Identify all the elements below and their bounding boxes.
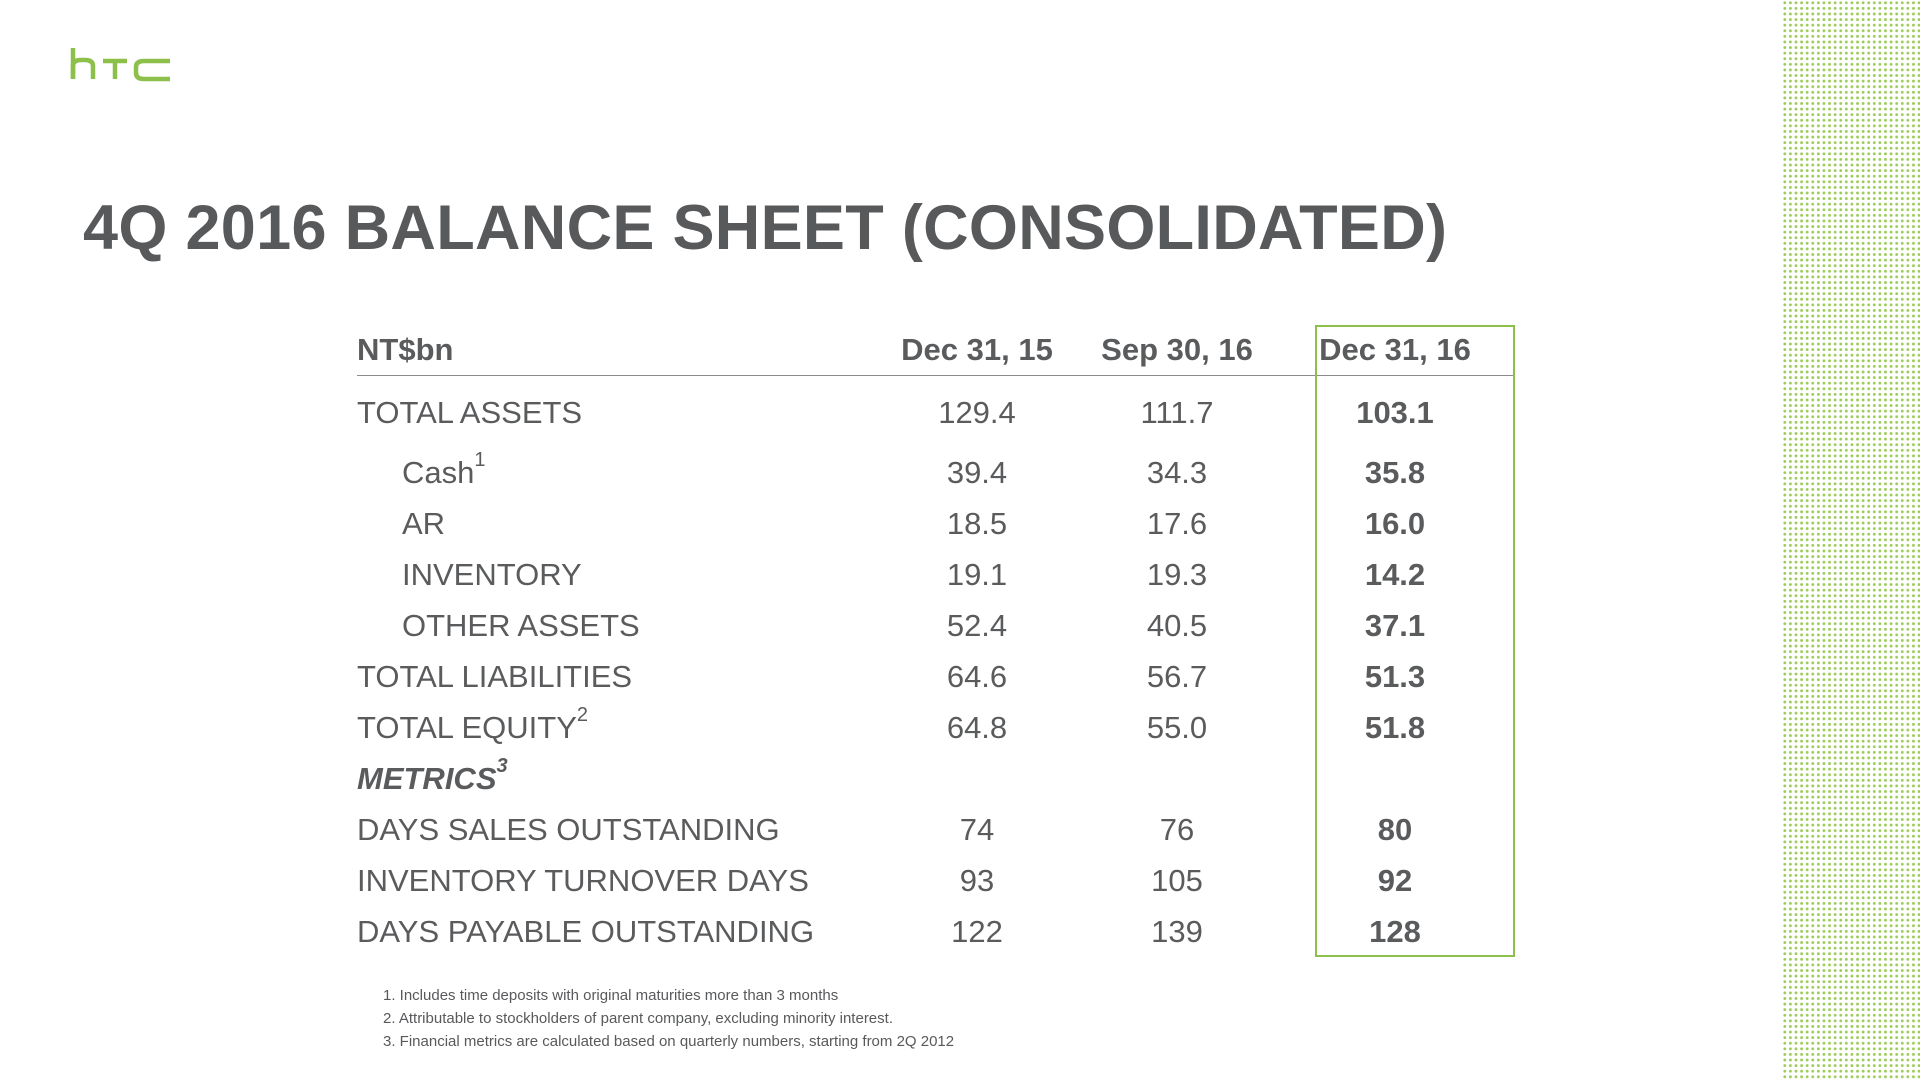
cell-value: 76 bbox=[1159, 812, 1195, 847]
table-row: Cash1 39.4 34.3 35.8 bbox=[357, 447, 1515, 498]
column-header-dec-31-16: Dec 31, 16 bbox=[1319, 332, 1471, 367]
cell-value: 105 bbox=[1151, 863, 1203, 898]
table-row: TOTAL EQUITY2 64.8 55.0 51.8 bbox=[357, 702, 1515, 753]
row-label: DAYS SALES OUTSTANDING bbox=[357, 812, 780, 847]
row-label: DAYS PAYABLE OUTSTANDING bbox=[357, 914, 815, 949]
column-header-dec-31-15: Dec 31, 15 bbox=[901, 332, 1053, 367]
cell-value: 139 bbox=[1151, 914, 1203, 949]
row-label: Cash1 bbox=[402, 448, 486, 490]
cell-value: 93 bbox=[959, 863, 995, 898]
cell-value-highlight: 92 bbox=[1377, 863, 1413, 898]
cell-value: 74 bbox=[959, 812, 995, 847]
cell-value-highlight: 16.0 bbox=[1364, 506, 1426, 541]
footnotes: 1. Includes time deposits with original … bbox=[383, 984, 954, 1053]
footnote-ref: 1 bbox=[474, 448, 486, 471]
table-row: INVENTORY TURNOVER DAYS 93 105 92 bbox=[357, 855, 1515, 906]
table-row-section: METRICS3 bbox=[357, 753, 1515, 804]
footnote: 3. Financial metrics are calculated base… bbox=[383, 1033, 955, 1050]
metrics-section-label: METRICS3 bbox=[357, 754, 508, 796]
balance-sheet-table: NT$bn Dec 31, 15 Sep 30, 16 Dec 31, 16 T… bbox=[357, 325, 1515, 957]
cell-value: 39.4 bbox=[946, 455, 1008, 490]
row-label: AR bbox=[402, 506, 446, 541]
cell-value: 111.7 bbox=[1140, 395, 1214, 430]
column-header-sep-30-16: Sep 30, 16 bbox=[1101, 332, 1253, 367]
cell-value: 19.3 bbox=[1146, 557, 1208, 592]
cell-value: 18.5 bbox=[946, 506, 1008, 541]
table-row: DAYS PAYABLE OUTSTANDING 122 139 128 bbox=[357, 906, 1515, 957]
footnote: 2. Attributable to stockholders of paren… bbox=[383, 1010, 893, 1027]
cell-value-highlight: 14.2 bbox=[1364, 557, 1426, 592]
cell-value: 64.8 bbox=[946, 710, 1008, 745]
row-label: TOTAL ASSETS bbox=[357, 395, 583, 430]
table-row: TOTAL ASSETS 129.4 111.7 103.1 bbox=[357, 387, 1515, 447]
cell-value: 55.0 bbox=[1146, 710, 1208, 745]
row-label: INVENTORY bbox=[402, 557, 582, 592]
row-label: INVENTORY TURNOVER DAYS bbox=[357, 863, 809, 898]
cell-value-highlight: 128 bbox=[1369, 914, 1421, 949]
decorative-dot-pattern bbox=[1782, 0, 1920, 1080]
row-label: TOTAL LIABILITIES bbox=[357, 659, 633, 694]
cell-value: 129.4 bbox=[938, 395, 1016, 430]
table-row: INVENTORY 19.1 19.3 14.2 bbox=[357, 549, 1515, 600]
table-row: TOTAL LIABILITIES 64.6 56.7 51.3 bbox=[357, 651, 1515, 702]
table-row: OTHER ASSETS 52.4 40.5 37.1 bbox=[357, 600, 1515, 651]
cell-value: 17.6 bbox=[1146, 506, 1208, 541]
cell-value: 64.6 bbox=[946, 659, 1008, 694]
unit-header: NT$bn bbox=[357, 332, 454, 367]
cell-value: 34.3 bbox=[1146, 455, 1208, 490]
table-row: AR 18.5 17.6 16.0 bbox=[357, 498, 1515, 549]
cell-value-highlight: 51.8 bbox=[1364, 710, 1426, 745]
cell-value-highlight: 80 bbox=[1377, 812, 1413, 847]
row-label: TOTAL EQUITY2 bbox=[357, 703, 589, 745]
htc-logo: htc bbox=[70, 48, 170, 82]
cell-value: 122 bbox=[951, 914, 1003, 949]
cell-value-highlight: 35.8 bbox=[1364, 455, 1426, 490]
cell-value-highlight: 37.1 bbox=[1364, 608, 1426, 643]
footnote: 1. Includes time deposits with original … bbox=[383, 987, 839, 1004]
table-row: DAYS SALES OUTSTANDING 74 76 80 bbox=[357, 804, 1515, 855]
page-title: 4Q 2016 BALANCE SHEET (CONSOLIDATED) bbox=[83, 193, 1448, 263]
cell-value: 40.5 bbox=[1146, 608, 1208, 643]
cell-value-highlight: 51.3 bbox=[1364, 659, 1426, 694]
footnote-ref: 3 bbox=[496, 754, 508, 777]
row-label: OTHER ASSETS bbox=[402, 608, 640, 643]
highlight-column-box bbox=[1315, 325, 1515, 957]
cell-value: 52.4 bbox=[946, 608, 1008, 643]
cell-value: 56.7 bbox=[1146, 659, 1208, 694]
table-header: NT$bn Dec 31, 15 Sep 30, 16 Dec 31, 16 bbox=[357, 325, 1515, 376]
cell-value: 19.1 bbox=[946, 557, 1008, 592]
footnote-ref: 2 bbox=[576, 703, 589, 726]
cell-value-highlight: 103.1 bbox=[1356, 395, 1434, 430]
